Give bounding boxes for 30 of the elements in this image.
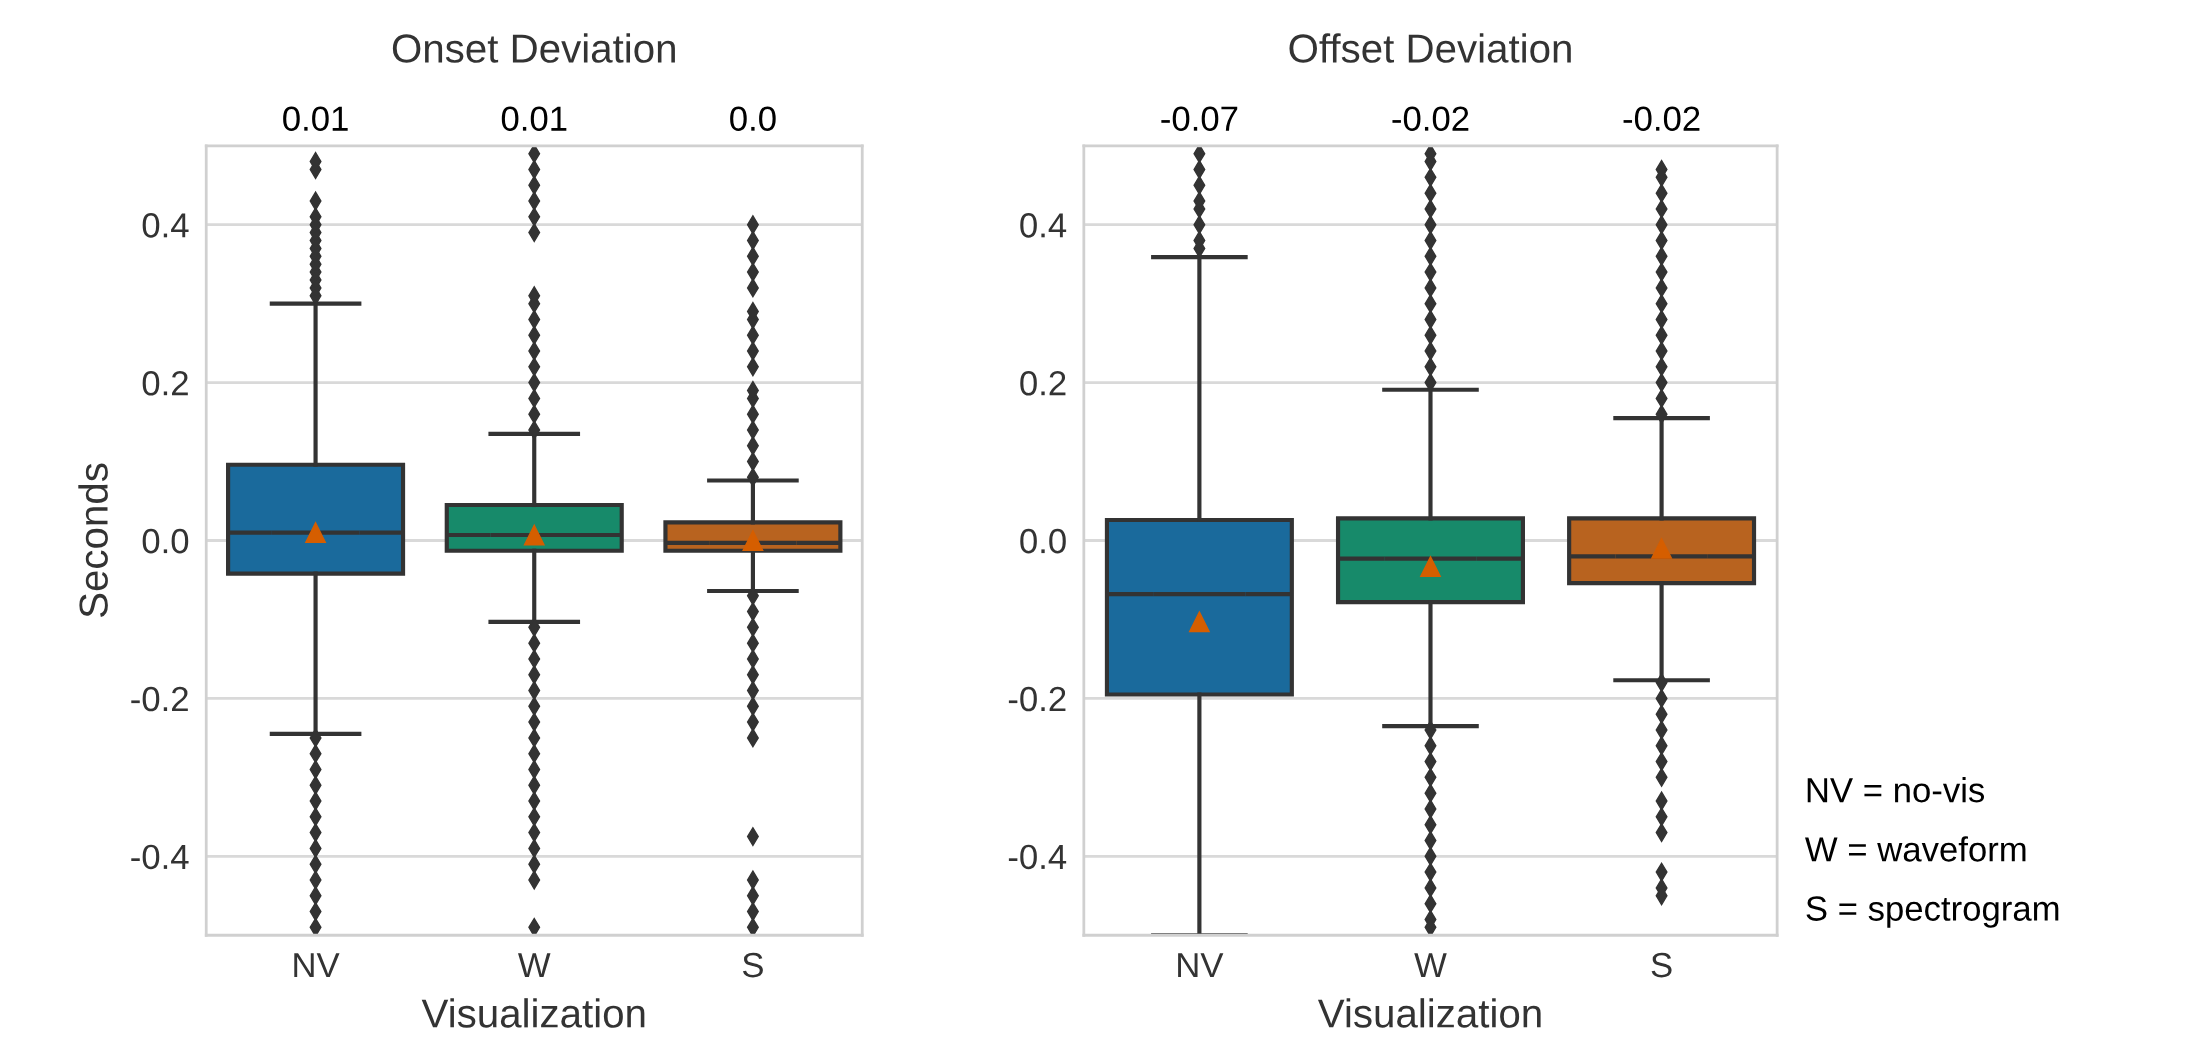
y-tick-label: -0.2 xyxy=(131,686,188,712)
text: 0.01 xyxy=(501,106,567,132)
y-tick-label: -0.4 xyxy=(131,844,189,870)
x-axis-title: Visualization xyxy=(1317,998,1541,1028)
x-tick-label: W xyxy=(1414,953,1447,978)
chart-title: Offset Deviation xyxy=(1289,33,1571,63)
x-tick-label: NV xyxy=(294,953,340,978)
text: S = spectrogram xyxy=(1806,896,2059,928)
y-tick-label: 0.0 xyxy=(142,528,189,554)
y-tick-label: 0.4 xyxy=(1020,213,1067,238)
text: -0.02 xyxy=(1392,106,1469,132)
text: -0.07 xyxy=(1161,106,1238,132)
text: -0.02 xyxy=(1623,106,1700,132)
y-axis-title: Seconds xyxy=(78,463,108,618)
y-tick-label: 0.2 xyxy=(1020,370,1066,396)
x-tick-label: S xyxy=(742,952,763,978)
y-tick-label: 0.0 xyxy=(1020,528,1066,554)
text: W = waveform xyxy=(1805,836,2026,862)
x-tick-label: W xyxy=(518,953,551,978)
x-tick-label: NV xyxy=(1178,953,1224,978)
x-axis-title: Visualization xyxy=(421,998,645,1028)
text: 0.01 xyxy=(283,106,348,132)
chart-title: Onset Deviation xyxy=(392,33,675,63)
text: 0.0 xyxy=(730,106,776,132)
y-tick-label: -0.4 xyxy=(1008,844,1067,870)
y-tick-label: 0.4 xyxy=(142,213,189,238)
x-tick-label: S xyxy=(1651,952,1672,978)
y-tick-label: 0.2 xyxy=(142,370,188,396)
y-tick-label: -0.2 xyxy=(1008,686,1066,712)
text: NV = no-vis xyxy=(1807,776,1985,803)
